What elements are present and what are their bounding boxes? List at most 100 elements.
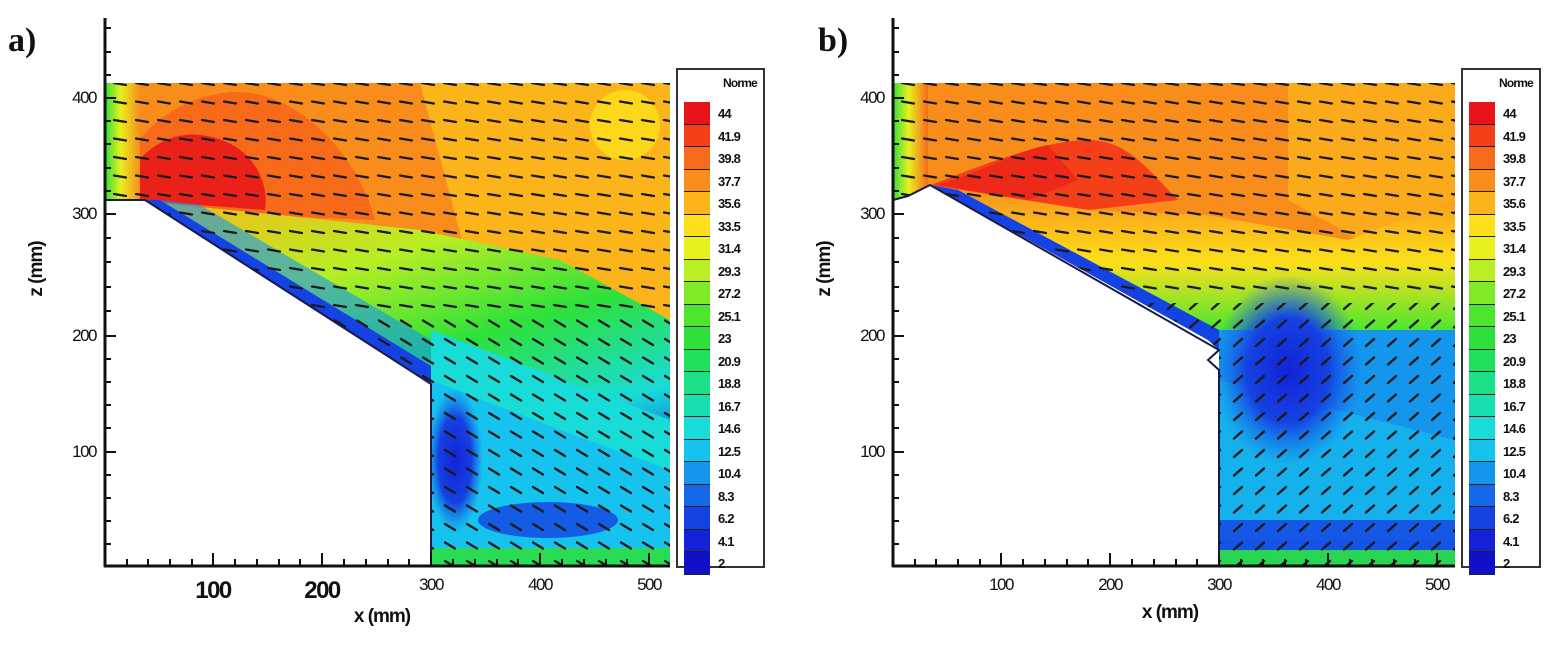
y-tick-200: 200 bbox=[860, 326, 885, 345]
legend-level: 2 bbox=[1503, 556, 1510, 571]
y-tick-300: 300 bbox=[860, 204, 885, 223]
swatch bbox=[1469, 394, 1495, 417]
swatch bbox=[1469, 327, 1495, 350]
legend-level: 12.5 bbox=[718, 443, 741, 459]
swatch bbox=[684, 259, 710, 282]
legend-level: 39.8 bbox=[718, 151, 741, 166]
legend-level: 31.4 bbox=[1503, 241, 1526, 256]
colorbar-legend: Norme 44 41.9 39.8 bbox=[676, 68, 765, 575]
swatch bbox=[1469, 304, 1495, 327]
legend-level: 37.7 bbox=[718, 173, 741, 189]
y-axis-label: z (mm) bbox=[26, 241, 47, 297]
legend-level: 14.6 bbox=[1503, 421, 1526, 436]
swatch bbox=[684, 237, 710, 260]
legend-level: 12.5 bbox=[1503, 443, 1526, 459]
x-tick-100: 100 bbox=[195, 577, 232, 604]
legend-labels: 44 41.9 39.8 37.7 35.6 33.5 31.4 29.3 27… bbox=[1503, 106, 1526, 579]
x-tick-500: 500 bbox=[637, 575, 662, 594]
legend-level: 6.2 bbox=[718, 511, 734, 526]
swatch bbox=[684, 417, 710, 440]
swatch bbox=[1469, 439, 1495, 462]
legend-level: 25.1 bbox=[1503, 308, 1526, 324]
legend-level: 27.2 bbox=[718, 286, 741, 301]
swatch bbox=[684, 349, 710, 372]
legend-level: 37.7 bbox=[1503, 173, 1526, 189]
panel-b: b) bbox=[788, 0, 1544, 647]
swatch bbox=[1469, 237, 1495, 260]
y-tick-100: 100 bbox=[860, 442, 885, 461]
x-tick-300: 300 bbox=[1207, 575, 1232, 594]
legend-level: 44 bbox=[1503, 106, 1517, 121]
x-axis-label: x (mm) bbox=[353, 606, 411, 627]
legend-level: 41.9 bbox=[718, 128, 741, 144]
legend-title: Norme bbox=[1498, 76, 1534, 90]
swatch bbox=[1469, 507, 1495, 530]
legend-title: Norme bbox=[722, 76, 758, 90]
swatch bbox=[684, 394, 710, 417]
x-axis-label: x (mm) bbox=[1141, 602, 1199, 623]
swatch bbox=[1469, 529, 1495, 552]
swatch bbox=[684, 102, 710, 125]
y-tick-400: 400 bbox=[860, 88, 885, 107]
swatch bbox=[684, 372, 710, 395]
legend-level: 41.9 bbox=[1503, 128, 1526, 144]
x-tick-400: 400 bbox=[1316, 575, 1341, 594]
swatch bbox=[684, 327, 710, 350]
legend-level: 39.8 bbox=[1503, 151, 1526, 166]
legend-level: 20.9 bbox=[718, 353, 741, 369]
legend-level: 35.6 bbox=[1503, 196, 1526, 211]
swatch bbox=[684, 169, 710, 192]
y-tick-200: 200 bbox=[72, 326, 97, 345]
legend-level: 10.4 bbox=[1503, 466, 1526, 481]
legend-level: 23 bbox=[718, 331, 732, 346]
legend-level: 10.4 bbox=[718, 466, 741, 481]
legend-level: 14.6 bbox=[718, 421, 741, 436]
panel-label: a) bbox=[8, 22, 37, 59]
swatch bbox=[684, 124, 710, 147]
swatch bbox=[684, 552, 710, 575]
x-tick-500: 500 bbox=[1425, 575, 1450, 594]
colorbar bbox=[684, 102, 710, 575]
x-tick-100: 100 bbox=[989, 575, 1014, 594]
swatch bbox=[1469, 552, 1495, 575]
colorbar bbox=[1469, 102, 1495, 575]
swatch bbox=[1469, 372, 1495, 395]
contour-plot-a bbox=[103, 18, 670, 568]
legend-level: 2 bbox=[718, 556, 725, 571]
swatch bbox=[1469, 282, 1495, 305]
y-axis-label: z (mm) bbox=[814, 241, 835, 297]
swatch bbox=[1469, 147, 1495, 170]
legend-labels: 44 41.9 39.8 37.7 35.6 33.5 31.4 29.3 27… bbox=[718, 106, 741, 579]
swatch bbox=[1469, 214, 1495, 237]
legend-level: 8.3 bbox=[1503, 488, 1519, 504]
legend-level: 29.3 bbox=[1503, 263, 1526, 279]
legend-level: 44 bbox=[718, 106, 732, 121]
colorbar-legend: Norme 44 41.9 39.8 bbox=[1461, 68, 1541, 575]
swatch bbox=[1469, 259, 1495, 282]
legend-level: 8.3 bbox=[718, 488, 734, 504]
panel-label: b) bbox=[818, 22, 849, 59]
x-tick-400: 400 bbox=[528, 575, 553, 594]
legend-level: 23 bbox=[1503, 331, 1517, 346]
panel-a: a) bbox=[8, 18, 765, 627]
x-tick-200: 200 bbox=[1098, 575, 1123, 594]
contour-plot-b bbox=[891, 18, 1455, 568]
swatch bbox=[1469, 169, 1495, 192]
legend-level: 6.2 bbox=[1503, 511, 1519, 526]
swatch bbox=[1469, 102, 1495, 125]
swatch bbox=[1469, 417, 1495, 440]
y-tick-400: 400 bbox=[72, 88, 97, 107]
y-tick-100: 100 bbox=[72, 442, 97, 461]
swatch bbox=[684, 507, 710, 530]
legend-level: 33.5 bbox=[1503, 218, 1526, 234]
legend-level: 25.1 bbox=[718, 308, 741, 324]
swatch bbox=[1469, 192, 1495, 215]
legend-level: 4.1 bbox=[718, 533, 734, 549]
swatch bbox=[684, 304, 710, 327]
legend-level: 16.7 bbox=[1503, 398, 1526, 414]
legend-level: 20.9 bbox=[1503, 353, 1526, 369]
swatch bbox=[684, 282, 710, 305]
swatch bbox=[684, 462, 710, 485]
y-tick-300: 300 bbox=[72, 204, 97, 223]
swatch bbox=[1469, 124, 1495, 147]
